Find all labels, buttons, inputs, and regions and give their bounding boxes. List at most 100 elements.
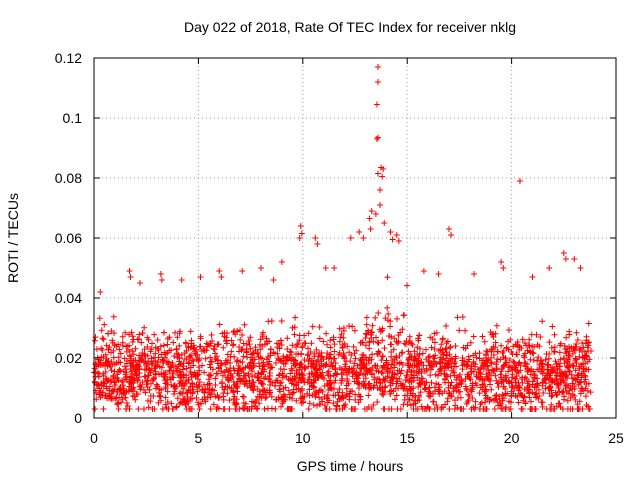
outlier-point <box>258 265 265 271</box>
data-point <box>583 381 590 388</box>
data-point <box>183 347 190 354</box>
data-point <box>370 402 377 409</box>
data-point <box>186 406 193 412</box>
data-point <box>581 355 588 362</box>
data-point <box>209 338 216 345</box>
data-point <box>433 380 440 387</box>
data-point <box>477 401 484 408</box>
data-point <box>530 343 537 350</box>
data-point <box>119 333 126 340</box>
data-point <box>492 344 499 351</box>
data-point <box>94 382 101 389</box>
data-point <box>135 406 142 412</box>
data-point <box>228 348 235 355</box>
data-point <box>110 372 117 379</box>
data-point <box>284 335 291 342</box>
data-point <box>482 383 489 390</box>
data-point <box>169 374 176 381</box>
data-point <box>393 392 400 399</box>
data-point <box>539 360 546 367</box>
outlier-point <box>374 134 381 141</box>
data-point <box>384 368 391 375</box>
data-point <box>212 375 219 382</box>
data-point <box>326 380 333 387</box>
data-point <box>94 369 101 376</box>
data-point <box>176 330 183 337</box>
data-point <box>326 377 333 384</box>
data-point <box>439 335 446 342</box>
data-point <box>177 361 184 368</box>
data-point <box>470 352 477 359</box>
data-point <box>158 386 165 393</box>
data-point <box>140 386 147 393</box>
data-point <box>268 317 275 324</box>
data-point <box>331 341 338 348</box>
data-point <box>188 343 195 350</box>
data-point <box>330 400 337 407</box>
data-point <box>129 348 136 355</box>
data-point <box>183 365 190 372</box>
data-point <box>226 397 233 404</box>
data-point <box>410 385 417 392</box>
y-tick-label: 0.06 <box>55 230 82 246</box>
data-point <box>198 348 205 355</box>
outlier-point <box>314 241 321 247</box>
data-point <box>164 388 171 395</box>
data-point <box>104 392 111 399</box>
data-point <box>569 386 576 393</box>
data-point <box>230 387 237 394</box>
y-tick-label: 0.12 <box>55 50 82 66</box>
data-point <box>96 385 103 392</box>
data-points <box>91 64 594 412</box>
data-point <box>554 380 561 387</box>
data-point <box>379 370 386 377</box>
data-point <box>527 356 534 363</box>
data-point <box>277 380 284 387</box>
outlier-point <box>367 226 374 232</box>
data-point <box>394 339 401 346</box>
data-point <box>567 406 574 412</box>
x-tick-label: 0 <box>90 430 98 446</box>
data-point <box>152 350 159 357</box>
data-point <box>124 343 131 350</box>
data-point <box>498 379 505 386</box>
data-point <box>162 394 169 401</box>
data-point <box>439 346 446 353</box>
data-point <box>319 369 326 376</box>
data-point <box>587 348 594 355</box>
data-point <box>517 362 524 369</box>
data-point <box>396 360 403 367</box>
data-point <box>309 361 316 368</box>
data-point <box>415 337 422 344</box>
data-point <box>528 398 535 405</box>
data-point <box>181 356 188 363</box>
data-point <box>122 374 129 381</box>
data-point <box>164 341 171 348</box>
data-point <box>542 356 549 363</box>
data-point <box>508 388 515 395</box>
data-point <box>548 379 555 386</box>
data-point <box>419 350 426 357</box>
data-point <box>476 376 483 383</box>
data-point <box>285 376 292 383</box>
outlier-point <box>356 229 363 235</box>
data-point <box>250 350 257 357</box>
data-point <box>91 406 98 412</box>
outlier-point <box>562 256 569 262</box>
data-point <box>362 366 369 373</box>
data-point <box>349 406 356 412</box>
data-point <box>379 390 386 397</box>
data-point <box>488 331 495 338</box>
data-point <box>351 350 358 357</box>
data-point <box>534 357 541 364</box>
data-point <box>406 356 413 363</box>
data-point <box>218 368 225 375</box>
data-point <box>160 372 167 379</box>
data-point <box>327 344 334 351</box>
data-point <box>292 362 299 369</box>
data-point <box>235 370 242 377</box>
data-point <box>246 377 253 384</box>
data-point <box>132 345 139 352</box>
data-point <box>233 396 240 403</box>
data-point <box>447 343 454 350</box>
